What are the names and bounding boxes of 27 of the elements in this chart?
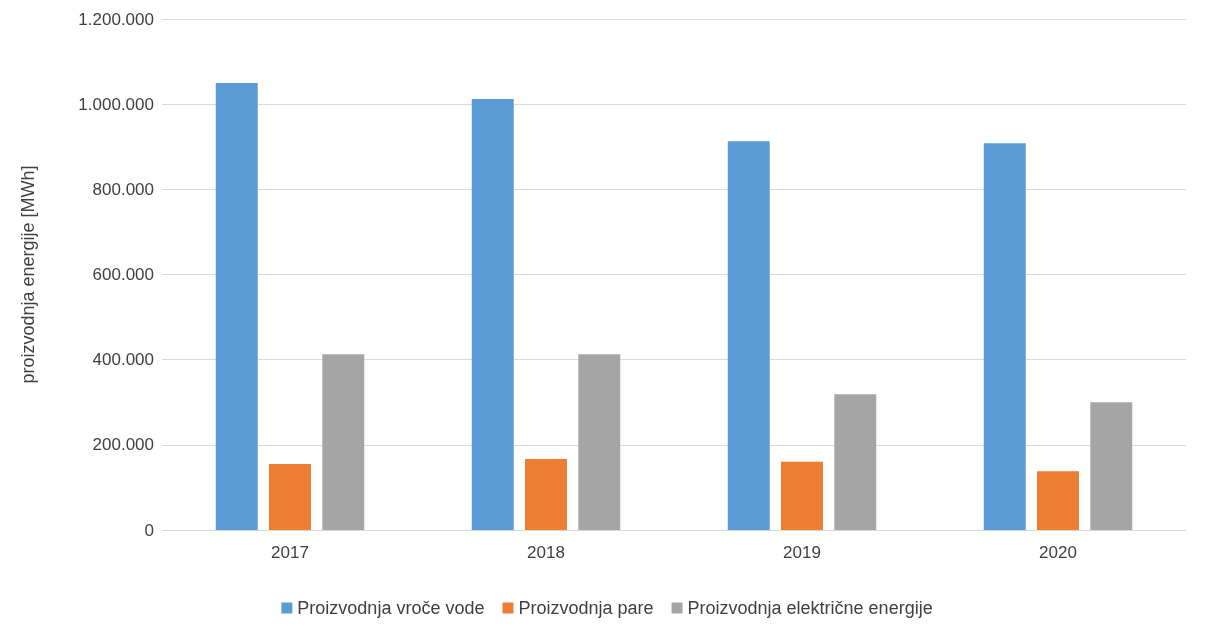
legend-label: Proizvodnja vroče vode (297, 598, 485, 618)
y-axis-title: proizvodnja energije [MWh] (18, 165, 38, 384)
x-tick-label: 2019 (783, 543, 821, 562)
y-tick-label: 0 (144, 520, 154, 540)
legend-label: Proizvodnja električne energije (687, 598, 933, 618)
bar (727, 141, 770, 530)
bar (471, 99, 514, 530)
bar (1037, 471, 1079, 530)
bar (269, 464, 311, 530)
bar (578, 354, 621, 530)
y-tick-label: 1.200.000 (78, 9, 154, 29)
x-tick-label: 2020 (1039, 543, 1077, 562)
bar (215, 82, 258, 530)
bar (983, 143, 1026, 530)
y-tick-label: 200.000 (92, 435, 154, 455)
bar (834, 394, 877, 530)
bar (322, 354, 365, 530)
bar (781, 461, 823, 530)
x-tick-label: 2017 (271, 543, 309, 562)
legend-label: Proizvodnja pare (518, 598, 654, 618)
bar (525, 458, 567, 530)
y-tick-label: 800.000 (92, 179, 154, 199)
x-tick-label: 2018 (527, 543, 565, 562)
y-tick-label: 1.000.000 (78, 94, 154, 114)
bar (1090, 402, 1133, 530)
y-tick-label: 600.000 (92, 265, 154, 284)
y-tick-label: 400.000 (92, 350, 154, 370)
